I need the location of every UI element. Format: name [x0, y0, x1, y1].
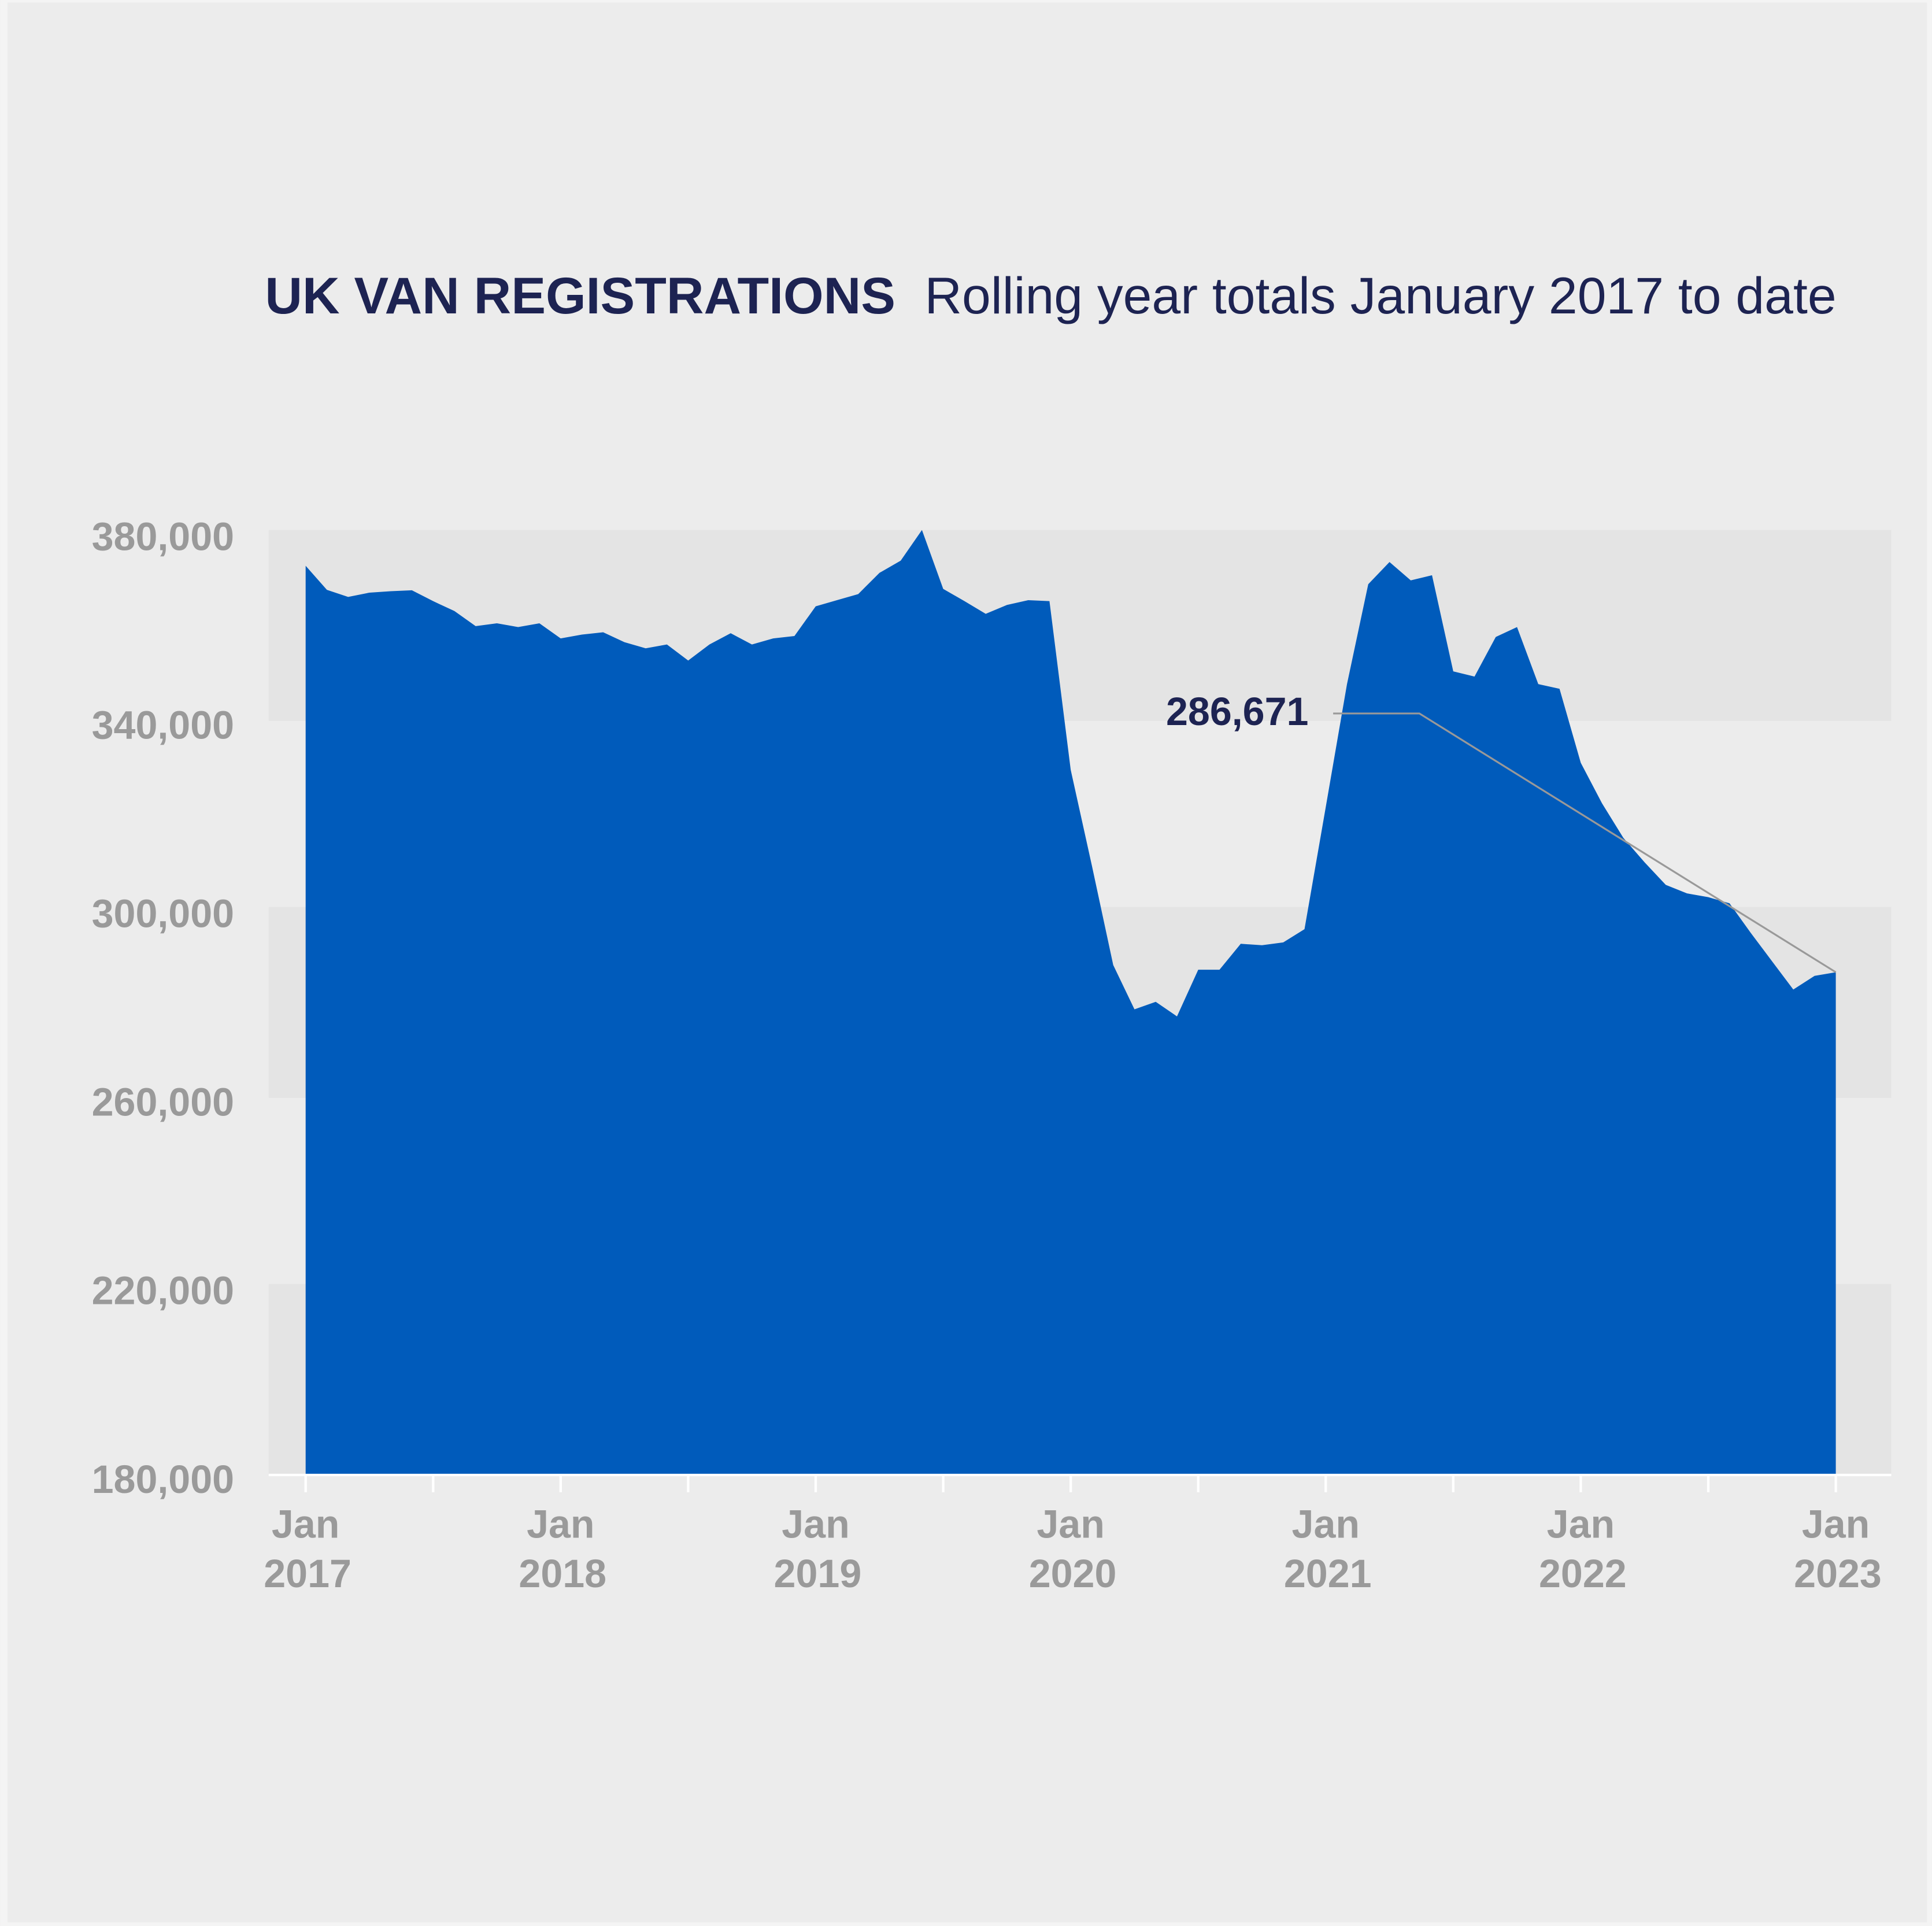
area [305, 530, 1836, 1475]
chart-subtitle: Rolling year totals January 2017 to date [924, 267, 1836, 324]
x-tick-label-box: Jan 2022 [1538, 1502, 1627, 1596]
chart-heading: UK VAN REGISTRATIONS Rolling year totals… [265, 267, 1836, 324]
y-tick-label: 380,000 [92, 515, 234, 559]
y-tick-label: 300,000 [92, 892, 234, 936]
chart-title: UK VAN REGISTRATIONS [265, 267, 895, 324]
y-tick-label: 180,000 [92, 1458, 234, 1502]
x-tick-label: Jan 2020 [1028, 1502, 1117, 1596]
y-tick-label: 340,000 [92, 704, 234, 748]
x-tick-label: Jan 2019 [773, 1502, 862, 1596]
x-tick-label-box: Jan 2021 [1283, 1502, 1372, 1596]
value-label: 286,671 [1166, 690, 1308, 734]
y-tick-label: 260,000 [92, 1081, 234, 1125]
leader-line [1333, 712, 1837, 973]
x-tick-label: Jan 2018 [519, 1502, 607, 1596]
x-tick-label: Jan 2022 [1538, 1502, 1627, 1596]
x-tick-label-box: Jan 2017 [264, 1502, 351, 1596]
x-tick-label: Jan 2021 [1283, 1502, 1372, 1596]
x-tick-label-box: Jan 2019 [773, 1502, 862, 1596]
x-tick-label-box: Jan 2018 [519, 1502, 607, 1596]
x-tick-label-box: Jan 2023 [1794, 1502, 1882, 1596]
y-tick-label: 220,000 [92, 1269, 234, 1313]
x-tick-label: Jan 2023 [1794, 1502, 1882, 1596]
x-tick-label-box: Jan 2020 [1028, 1502, 1117, 1596]
x-tick-label: Jan 2017 [264, 1502, 351, 1596]
